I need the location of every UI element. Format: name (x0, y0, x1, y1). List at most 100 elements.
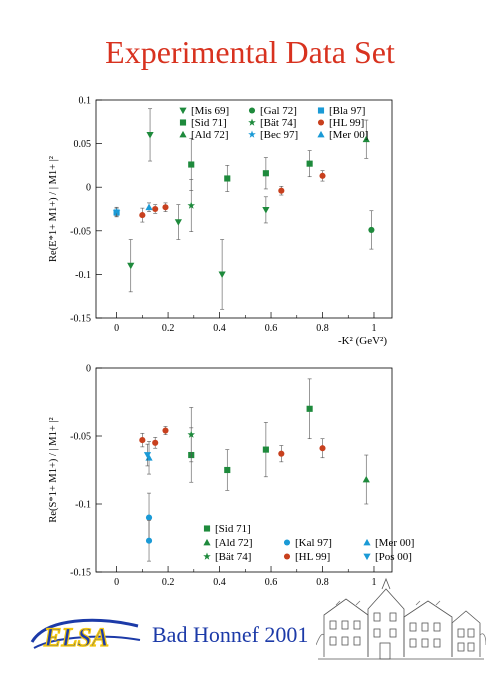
x-tick-label: 0.6 (265, 323, 278, 334)
data-point (262, 446, 269, 453)
data-point (146, 132, 154, 139)
x-tick-label: 0.8 (316, 577, 329, 588)
legend-marker (317, 119, 325, 126)
data-point (224, 466, 231, 474)
data-point (162, 427, 169, 434)
legend-marker (363, 553, 371, 561)
legend-marker (179, 107, 187, 115)
chart-s1-m1-ratio: 0 -0.05 -0.1 -0.15 0 0.2 0.4 0.6 0.8 1 Re(S*1+ M1+… (48, 364, 414, 589)
legend-label: [Ald 72] (191, 129, 229, 141)
y-tick-label: 0 (86, 364, 91, 375)
series-gal72 (368, 210, 375, 250)
data-point (278, 450, 285, 457)
x-tick-label: 0.8 (316, 323, 329, 334)
legend-label: [HL 99] (329, 117, 364, 129)
data-point (145, 203, 153, 211)
legend-marker (203, 552, 211, 560)
legend-label: [Mer 00] (375, 537, 414, 549)
legend-marker (248, 130, 256, 138)
data-point (306, 160, 313, 167)
data-point (139, 212, 146, 219)
data-point (262, 206, 270, 214)
series-mer00 (145, 202, 153, 212)
series-ald72 (362, 119, 370, 159)
data-point (319, 445, 326, 452)
legend-label: [Bec 97] (260, 129, 298, 141)
legend-label: [Mer 00] (329, 129, 368, 141)
data-point (162, 204, 169, 211)
legend-marker (179, 119, 187, 126)
building-sketch (315, 575, 487, 668)
legend-marker (179, 130, 187, 138)
legend-marker (363, 538, 371, 546)
legend-marker (283, 539, 291, 546)
legend-label: [Bät 74] (215, 551, 251, 563)
data-point (187, 430, 195, 438)
data-point (152, 205, 159, 213)
legend-label: [Pos 00] (375, 551, 412, 563)
legend-marker (248, 107, 256, 114)
legend-marker (203, 538, 211, 546)
series-sid71 (188, 378, 313, 491)
data-point (139, 437, 146, 444)
data-point (262, 170, 269, 177)
y-axis-label: Re(E*1+ M1+) / | M1+ |² (48, 156, 59, 262)
legend: [Mis 69] [Gal 72] [Bla 97] [Sid 71] [Bät 74]… (179, 105, 368, 141)
legend-marker (317, 130, 325, 138)
data-point (143, 452, 152, 459)
series-bec97 (112, 206, 121, 217)
data-point (306, 405, 313, 412)
y-tick-label: 0.05 (74, 139, 92, 150)
y-tick-label: 0.1 (79, 96, 92, 107)
y-tick-label: -0.15 (70, 568, 91, 579)
data-point (319, 172, 326, 179)
data-point (362, 475, 370, 483)
legend-label: [Gal 72] (260, 105, 297, 117)
y-tick-label: 0 (86, 183, 91, 194)
legend-marker (203, 525, 211, 532)
x-tick-label: 0 (114, 323, 119, 334)
data-point (278, 187, 285, 194)
x-tick-label: 0.6 (265, 577, 278, 588)
series-mis69 (127, 108, 270, 310)
data-point (188, 161, 195, 168)
y-tick-label: -0.1 (75, 270, 91, 281)
chart-e2-m1-ratio: 0.1 0.05 0 -0.05 -0.1 -0.15 0 0.2 0.4 0.6 0.8 1 Re(E… (48, 96, 393, 347)
data-point (187, 201, 195, 209)
elsa-logo-graphic: ELSA (30, 618, 141, 653)
elsa-logo: ELSA (26, 612, 144, 659)
legend-label: [HL 99] (295, 551, 330, 563)
legend-marker (283, 553, 291, 560)
series-ald72 (362, 454, 370, 505)
plot-frame (95, 99, 393, 319)
x-tick-label: 0.4 (213, 577, 226, 588)
x-tick-label: 0.2 (162, 323, 175, 334)
legend: [Sid 71] [Ald 72] [Kal 97] [Mer 00] [Bät 74]… (203, 523, 414, 563)
legend-label: [Mis 69] (191, 105, 229, 117)
legend-marker (317, 107, 325, 114)
series-bät74 (187, 407, 195, 463)
legend-label: [Sid 71] (215, 523, 251, 535)
series-bät74 (187, 179, 195, 232)
y-tick-label: -0.05 (70, 432, 91, 443)
data-point (145, 537, 153, 544)
legend-label: [Ald 72] (215, 537, 253, 549)
x-tick-label: 1 (371, 577, 376, 588)
legend-label: [Bla 97] (329, 105, 365, 117)
legend-marker (248, 118, 256, 126)
data-point (174, 219, 182, 226)
legend-label: [Kal 97] (295, 537, 332, 549)
data-point (152, 439, 159, 446)
data-point (112, 207, 121, 215)
x-tick-label: 0 (114, 577, 119, 588)
series-hl99 (139, 426, 326, 463)
data-point (145, 514, 153, 521)
series-kal97 (145, 492, 153, 562)
series-pos00 (143, 443, 152, 467)
y-tick-label: -0.15 (70, 314, 91, 325)
page-title: Experimental Data Set (105, 34, 395, 70)
data-point (127, 262, 135, 270)
y-axis-label: Re(S*1+ M1+) / | M1+ |² (48, 417, 59, 522)
x-tick-label: 0.4 (213, 323, 226, 334)
y-tick-label: -0.05 (70, 226, 91, 237)
